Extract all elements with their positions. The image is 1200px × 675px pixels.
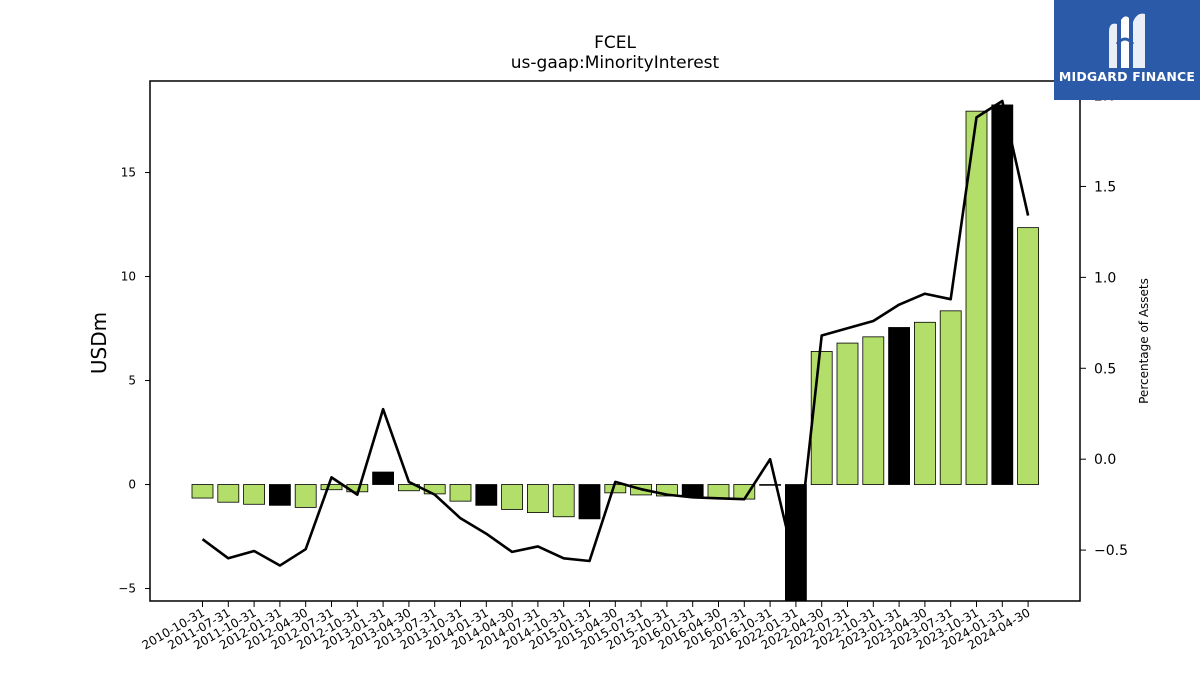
bar-2023-01-31 <box>888 327 910 485</box>
bars-layer <box>191 104 1039 602</box>
bar-2012-01-31 <box>268 484 291 506</box>
bar-2011-10-31 <box>243 484 266 505</box>
bar-2015-01-31 <box>578 484 601 520</box>
bar-2024-01-31 <box>991 104 1014 485</box>
bar-2023-07-31 <box>939 310 962 485</box>
y2-tick-label: 0.5 <box>1094 361 1116 377</box>
y2-tick-label: 1.5 <box>1094 179 1116 195</box>
bar-2014-07-31 <box>527 484 549 513</box>
percentage-line <box>201 99 1030 570</box>
logo-text: MIDGARD FINANCE <box>1058 69 1196 84</box>
bar-2024-04-30 <box>1017 227 1039 485</box>
y2-axis-label: Percentage of Assets <box>1137 278 1151 404</box>
y-axis-label: USDm <box>87 312 111 374</box>
line-layer <box>201 99 1030 570</box>
bar-2023-10-31 <box>965 110 988 485</box>
bar-2016-10-31 <box>759 484 781 486</box>
bar-2013-10-31 <box>449 484 472 502</box>
bar-2022-10-31 <box>862 336 885 485</box>
y2-tick-label: 0.0 <box>1094 452 1116 468</box>
bar-2014-01-31 <box>475 484 498 506</box>
bar-2012-04-30 <box>294 484 317 508</box>
y-tick-label: −5 <box>118 582 136 596</box>
bar-2011-07-31 <box>217 484 240 503</box>
bar-2010-10-31 <box>191 484 214 499</box>
chart-subtitle: us-gaap:MinorityInterest <box>511 53 720 73</box>
bar-2023-04-30 <box>914 321 936 485</box>
midgard-logo: MIDGARD FINANCE <box>1054 0 1200 100</box>
y-tick-label: 10 <box>121 270 136 284</box>
bar-2014-04-30 <box>501 484 524 510</box>
bar-2016-01-31 <box>681 484 704 498</box>
bar-2015-10-31 <box>656 484 678 497</box>
y2-tick-label: −0.5 <box>1094 543 1128 559</box>
y-tick-label: 15 <box>121 166 136 180</box>
bar-2022-07-31 <box>836 342 859 485</box>
y-tick-label: 0 <box>128 478 136 492</box>
bar-2012-07-31 <box>320 484 343 491</box>
bar-2014-10-31 <box>552 484 575 518</box>
plot-frame <box>149 80 1081 602</box>
bar-2013-01-31 <box>372 471 395 485</box>
y-tick-label: 5 <box>128 374 136 388</box>
bar-2022-04-30 <box>810 350 833 485</box>
bar-2013-07-31 <box>423 484 446 495</box>
y2-tick-label: 1.0 <box>1094 270 1116 286</box>
midgard-logo-icon <box>1109 13 1145 68</box>
chart-title: FCEL <box>594 33 636 53</box>
bar-2016-04-30 <box>707 484 730 499</box>
